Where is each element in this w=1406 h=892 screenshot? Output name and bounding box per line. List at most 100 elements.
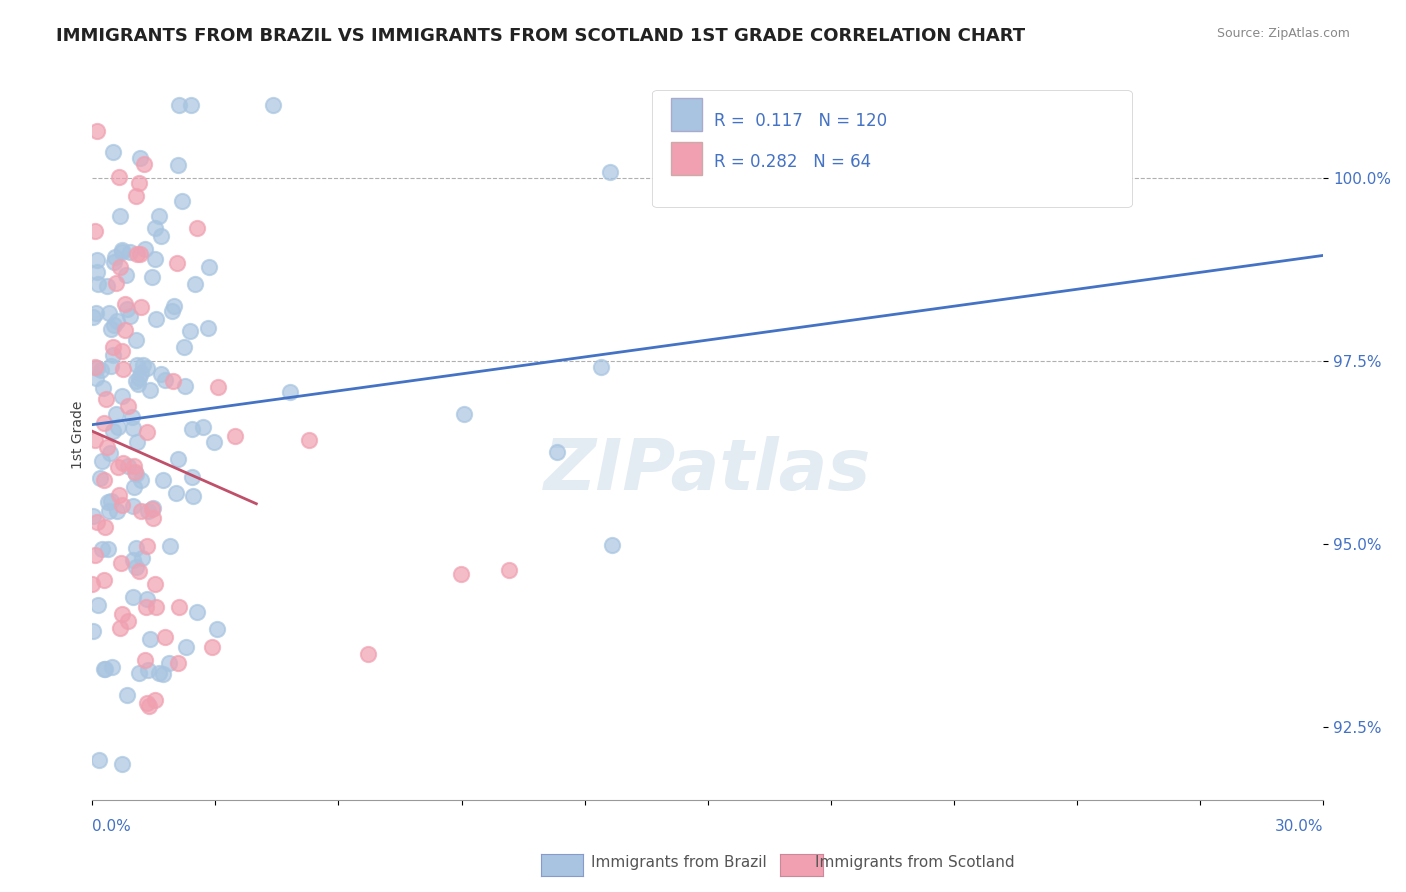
Point — [163, 299, 186, 313]
Point — [84, 434, 107, 448]
Point — [160, 303, 183, 318]
Point — [94, 662, 117, 676]
Point — [82, 624, 104, 639]
Point — [450, 566, 472, 581]
Point — [90, 363, 112, 377]
Point — [122, 590, 145, 604]
Point — [167, 599, 190, 614]
Text: Immigrants from Scotland: Immigrants from Scotland — [815, 855, 1015, 870]
Point — [152, 667, 174, 681]
Point — [180, 98, 202, 112]
Point — [83, 224, 105, 238]
Point — [145, 599, 167, 614]
Point — [201, 640, 224, 654]
Point — [174, 640, 197, 655]
Point — [101, 424, 124, 438]
Point — [105, 504, 128, 518]
Point — [599, 165, 621, 179]
Point — [104, 407, 127, 421]
Text: Immigrants from Brazil: Immigrants from Brazil — [591, 855, 766, 870]
Point — [357, 647, 380, 661]
Point — [139, 632, 162, 647]
Point — [86, 515, 108, 529]
Point — [112, 362, 135, 376]
Bar — [671, 98, 702, 131]
Point — [96, 441, 118, 455]
Point — [153, 373, 176, 387]
Point — [121, 410, 143, 425]
Point — [121, 421, 143, 435]
Point — [118, 244, 141, 259]
Text: Source: ZipAtlas.com: Source: ZipAtlas.com — [1216, 27, 1350, 40]
Point — [94, 520, 117, 534]
Point — [125, 541, 148, 556]
Point — [124, 465, 146, 479]
Point — [125, 434, 148, 449]
Point — [173, 341, 195, 355]
Point — [143, 577, 166, 591]
Text: 0.0%: 0.0% — [93, 819, 131, 833]
Point — [165, 485, 187, 500]
Point — [127, 246, 149, 260]
Point — [111, 243, 134, 257]
Point — [84, 370, 107, 384]
Point — [589, 360, 612, 375]
Point — [103, 318, 125, 333]
Point — [136, 591, 159, 606]
Point — [202, 435, 225, 450]
Point — [127, 376, 149, 391]
Point — [181, 489, 204, 503]
Point — [145, 221, 167, 235]
Point — [89, 753, 111, 767]
Point — [105, 277, 128, 291]
Point — [111, 607, 134, 621]
Point — [103, 255, 125, 269]
Point — [298, 433, 321, 447]
Y-axis label: 1st Grade: 1st Grade — [72, 401, 86, 468]
Point — [179, 324, 201, 338]
Point — [149, 368, 172, 382]
Point — [143, 252, 166, 266]
Point — [180, 470, 202, 484]
Point — [87, 598, 110, 612]
Point — [117, 614, 139, 628]
Point — [602, 538, 624, 552]
Point — [97, 541, 120, 556]
Point — [166, 158, 188, 172]
Point — [107, 459, 129, 474]
Point — [101, 340, 124, 354]
Point — [86, 361, 108, 376]
Point — [129, 473, 152, 487]
Point — [191, 419, 214, 434]
Point — [122, 553, 145, 567]
Point — [89, 471, 111, 485]
Point — [152, 474, 174, 488]
Point — [453, 407, 475, 421]
Point — [205, 622, 228, 636]
Point — [82, 310, 104, 325]
Point — [186, 605, 208, 619]
Point — [142, 510, 165, 524]
Point — [110, 621, 132, 635]
Point — [128, 176, 150, 190]
Point — [86, 252, 108, 267]
Point — [112, 456, 135, 470]
Point — [100, 493, 122, 508]
Bar — [671, 142, 702, 175]
Point — [124, 480, 146, 494]
Point — [114, 297, 136, 311]
Point — [100, 322, 122, 336]
Text: IMMIGRANTS FROM BRAZIL VS IMMIGRANTS FROM SCOTLAND 1ST GRADE CORRELATION CHART: IMMIGRANTS FROM BRAZIL VS IMMIGRANTS FRO… — [56, 27, 1025, 45]
Point — [108, 209, 131, 223]
Point — [83, 548, 105, 562]
Point — [97, 305, 120, 319]
Point — [108, 260, 131, 274]
Point — [170, 194, 193, 209]
Point — [157, 656, 180, 670]
Point — [131, 366, 153, 380]
Point — [115, 688, 138, 702]
Point — [101, 659, 124, 673]
Point — [129, 151, 152, 165]
Point — [125, 467, 148, 482]
Point — [108, 169, 131, 184]
